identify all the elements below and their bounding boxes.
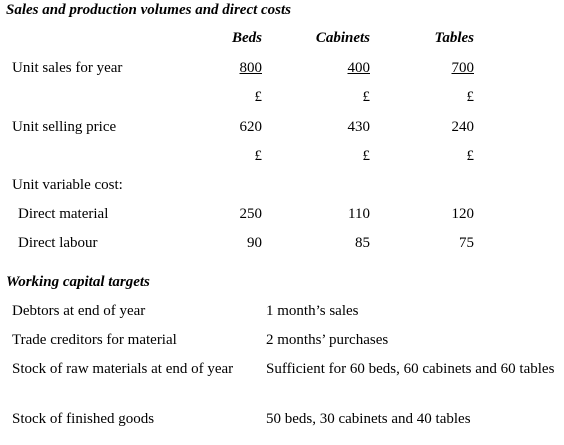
column-header: Beds [232, 30, 262, 46]
cell: 240 [451, 119, 475, 135]
cell: 400 [347, 60, 371, 76]
row-label: Unit selling price [12, 119, 117, 135]
cell: 90 [247, 235, 262, 251]
target-value: 1 month’s sales [266, 303, 359, 319]
cell: 120 [451, 206, 475, 222]
cell: 700 [451, 60, 475, 76]
cell: £ [466, 89, 475, 105]
target-value: 50 beds, 30 cabinets and 40 tables [266, 411, 471, 427]
cell: 250 [239, 206, 263, 222]
doc-title: Sales and production volumes and direct … [6, 2, 292, 18]
column-header: Cabinets [315, 30, 370, 46]
cell: 110 [348, 206, 370, 222]
cell: 800 [239, 60, 263, 76]
cell: £ [254, 148, 263, 164]
target-label: Trade creditors for material [12, 332, 177, 348]
cell: £ [362, 148, 371, 164]
cell: 75 [459, 235, 474, 251]
row-label: Unit sales for year [12, 60, 123, 76]
cell: £ [362, 89, 371, 105]
cell: 430 [347, 119, 371, 135]
target-label: Stock of finished goods [12, 411, 155, 427]
cell: 620 [239, 119, 263, 135]
target-value: Sufficient for 60 beds, 60 cabinets and … [266, 361, 555, 377]
row-label: Unit variable cost: [12, 177, 123, 193]
target-label: Debtors at end of year [12, 303, 146, 319]
column-header: Tables [434, 30, 474, 46]
section-title: Working capital targets [6, 274, 150, 290]
target-value: 2 months’ purchases [266, 332, 389, 348]
row-label: Direct material [18, 206, 109, 222]
cell: 85 [355, 235, 370, 251]
cell: £ [254, 89, 263, 105]
row-label: Direct labour [18, 235, 98, 251]
target-label: Stock of raw materials at end of year [12, 361, 234, 377]
cell: £ [466, 148, 475, 164]
